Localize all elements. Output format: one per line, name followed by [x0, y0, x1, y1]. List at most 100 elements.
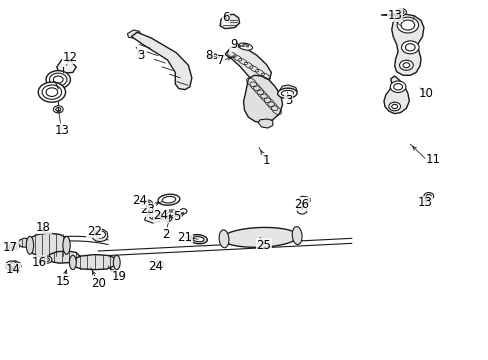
- Ellipse shape: [222, 228, 297, 247]
- Text: 22: 22: [87, 225, 102, 238]
- Text: 24: 24: [148, 260, 163, 273]
- Circle shape: [426, 194, 430, 198]
- Text: 4: 4: [139, 202, 146, 215]
- Text: 24: 24: [153, 210, 168, 222]
- Circle shape: [42, 256, 52, 263]
- Circle shape: [152, 214, 157, 218]
- Circle shape: [38, 82, 65, 102]
- Polygon shape: [298, 196, 310, 204]
- Text: 26: 26: [294, 198, 309, 211]
- Text: 23: 23: [140, 203, 155, 216]
- Circle shape: [396, 17, 418, 33]
- Ellipse shape: [166, 212, 174, 216]
- Text: 13: 13: [54, 124, 69, 137]
- Circle shape: [157, 263, 161, 266]
- Text: 13: 13: [417, 196, 431, 209]
- Text: 25: 25: [256, 239, 271, 252]
- Text: 9: 9: [229, 38, 237, 51]
- Polygon shape: [243, 75, 282, 123]
- Text: 16: 16: [31, 256, 46, 269]
- Text: 18: 18: [36, 221, 51, 234]
- Circle shape: [8, 263, 14, 267]
- Circle shape: [401, 41, 418, 54]
- Circle shape: [388, 102, 400, 111]
- Polygon shape: [127, 30, 141, 39]
- Circle shape: [56, 108, 61, 111]
- Polygon shape: [144, 211, 162, 223]
- Polygon shape: [279, 85, 297, 95]
- Text: 10: 10: [418, 87, 432, 100]
- Text: 20: 20: [91, 277, 105, 290]
- Circle shape: [53, 106, 63, 113]
- Circle shape: [5, 261, 17, 270]
- Text: 8: 8: [205, 49, 213, 62]
- Ellipse shape: [292, 227, 302, 244]
- Circle shape: [155, 261, 163, 267]
- Ellipse shape: [162, 197, 175, 203]
- Ellipse shape: [219, 230, 228, 248]
- Ellipse shape: [158, 194, 180, 205]
- Text: 2: 2: [162, 228, 169, 241]
- Ellipse shape: [208, 54, 219, 58]
- Ellipse shape: [163, 210, 178, 218]
- Circle shape: [396, 9, 406, 16]
- Circle shape: [398, 10, 403, 14]
- Text: 7: 7: [217, 54, 224, 67]
- Circle shape: [391, 104, 397, 109]
- Text: 19: 19: [111, 270, 126, 283]
- Ellipse shape: [277, 88, 297, 98]
- Circle shape: [46, 88, 58, 96]
- Text: 12: 12: [62, 51, 77, 64]
- Circle shape: [211, 54, 217, 58]
- Text: 17: 17: [3, 241, 18, 254]
- Text: 24: 24: [132, 194, 147, 207]
- Circle shape: [149, 212, 159, 220]
- Circle shape: [180, 209, 186, 214]
- Ellipse shape: [281, 90, 293, 96]
- Text: 14: 14: [5, 263, 20, 276]
- Polygon shape: [258, 119, 272, 128]
- Polygon shape: [224, 46, 271, 82]
- Circle shape: [399, 60, 412, 70]
- Polygon shape: [383, 76, 408, 114]
- Circle shape: [44, 258, 49, 261]
- Polygon shape: [131, 32, 191, 90]
- Circle shape: [163, 215, 171, 222]
- Polygon shape: [380, 13, 423, 75]
- Text: 3: 3: [284, 94, 291, 107]
- Circle shape: [9, 243, 19, 250]
- Text: 5: 5: [173, 211, 181, 224]
- Circle shape: [423, 193, 433, 200]
- Polygon shape: [30, 233, 66, 257]
- Polygon shape: [220, 14, 239, 29]
- Circle shape: [146, 202, 150, 205]
- Ellipse shape: [113, 255, 120, 270]
- Ellipse shape: [63, 236, 70, 254]
- Ellipse shape: [26, 236, 34, 254]
- Ellipse shape: [192, 237, 203, 242]
- Polygon shape: [73, 255, 117, 270]
- Circle shape: [389, 81, 405, 93]
- Polygon shape: [5, 261, 21, 270]
- Text: 6: 6: [222, 12, 229, 24]
- Circle shape: [297, 207, 306, 214]
- Circle shape: [393, 84, 402, 90]
- Circle shape: [143, 200, 152, 207]
- Circle shape: [53, 76, 63, 83]
- Circle shape: [42, 85, 61, 99]
- Circle shape: [12, 244, 17, 248]
- Circle shape: [405, 44, 414, 51]
- Ellipse shape: [188, 235, 207, 244]
- Polygon shape: [18, 238, 34, 247]
- Circle shape: [46, 71, 70, 89]
- Polygon shape: [57, 60, 76, 73]
- Circle shape: [402, 63, 409, 68]
- Text: 3: 3: [137, 49, 144, 62]
- Text: 15: 15: [56, 275, 70, 288]
- Polygon shape: [49, 251, 80, 263]
- Polygon shape: [92, 229, 108, 242]
- Circle shape: [400, 20, 414, 30]
- Text: 21: 21: [177, 231, 192, 244]
- Circle shape: [165, 217, 169, 220]
- Ellipse shape: [238, 43, 252, 50]
